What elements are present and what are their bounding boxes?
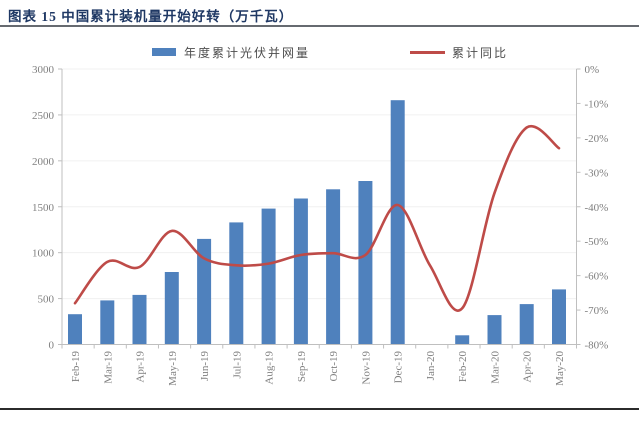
bar-Jul-19 [229, 222, 244, 345]
bottom-divider [0, 408, 639, 410]
x-tick-label: May-20 [554, 351, 566, 386]
bar-Aug-19 [261, 208, 276, 345]
legend-line-swatch [410, 51, 445, 54]
x-tick-label: Sep-19 [296, 351, 308, 383]
left-tick-label: 3000 [32, 64, 55, 76]
legend-bar-swatch [152, 48, 176, 56]
x-axis-labels: Feb-19 Mar-19 Apr-19 May-19 Jun-19 Jul-19 Aug-… [70, 351, 566, 386]
bar-Jun-19 [197, 238, 212, 345]
bar-Oct-19 [326, 189, 341, 345]
bar-Apr-20 [519, 304, 534, 345]
right-tick-label: -40% [585, 202, 609, 214]
x-tick-label: Aug-19 [264, 351, 276, 385]
x-tick-label: Jun-19 [199, 351, 211, 381]
bars [68, 100, 566, 345]
right-axis-labels: 0% -10% -20% -30% -40% -50% -60% -70% -80% [585, 64, 609, 352]
left-axis-labels: 3000 2500 2000 1500 1000 500 0 [32, 64, 55, 352]
bar-Dec-19 [390, 100, 405, 345]
right-tick-label: -80% [585, 340, 609, 352]
right-tick-label: -60% [585, 271, 609, 283]
bar-Sep-19 [293, 198, 308, 345]
figure-title: 图表 15 中国累计装机量开始好转（万千瓦） [8, 9, 294, 24]
right-tick-label: -70% [585, 305, 609, 317]
chart-legend: 年度累计光伏并网量 累计同比 [0, 44, 639, 60]
gridlines [62, 68, 577, 300]
bar-May-19 [164, 272, 179, 345]
right-tick-label: -30% [585, 167, 609, 179]
title-underline [0, 25, 639, 27]
x-tick-label: Mar-19 [102, 351, 114, 384]
left-tick-label: 0 [49, 340, 55, 352]
x-tick-label: Feb-20 [457, 351, 469, 383]
x-tick-label: Jul-19 [231, 351, 243, 379]
right-tick-label: -50% [585, 236, 609, 248]
bar-Nov-19 [358, 181, 373, 345]
bar-Mar-20 [487, 315, 502, 345]
bar-Feb-19 [68, 314, 82, 345]
legend-bar-label: 年度累计光伏并网量 [184, 46, 311, 60]
bar-Mar-19 [100, 300, 115, 345]
right-tick-label: -10% [585, 98, 609, 110]
left-tick-label: 1000 [32, 248, 55, 260]
legend-line-label: 累计同比 [452, 46, 509, 60]
x-tick-label: Apr-20 [522, 351, 534, 383]
x-tick-label: Feb-19 [70, 351, 82, 383]
right-tick-label: -20% [585, 133, 609, 145]
right-tick-label: 0% [585, 64, 600, 76]
left-tick-label: 2500 [32, 110, 55, 122]
left-tick-label: 2000 [32, 156, 55, 168]
left-tick-label: 1500 [32, 202, 55, 214]
bar-Feb-20 [455, 335, 470, 345]
axes [58, 68, 581, 349]
x-tick-label: May-19 [167, 351, 179, 386]
bar-Apr-19 [132, 294, 147, 345]
left-tick-label: 500 [38, 294, 55, 306]
bar-May-20 [552, 289, 566, 345]
x-tick-label: Mar-20 [489, 351, 501, 384]
x-tick-label: Jan-20 [425, 351, 437, 381]
yoy-line [73, 124, 561, 312]
x-tick-label: Dec-19 [393, 351, 405, 384]
x-tick-label: Apr-19 [135, 351, 147, 383]
x-tick-label: Oct-19 [328, 351, 340, 382]
x-tick-label: Nov-19 [360, 351, 372, 385]
